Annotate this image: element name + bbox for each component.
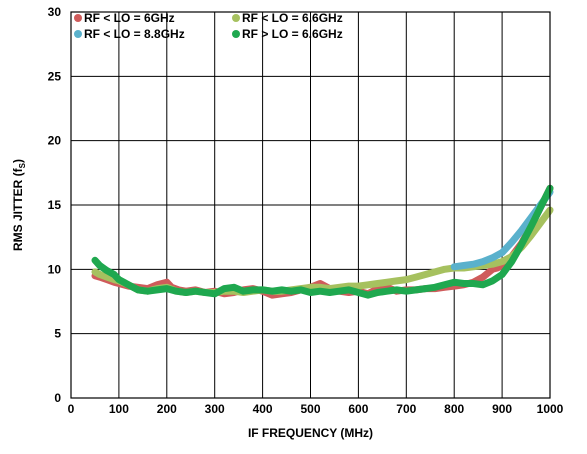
legend-item: RF < LO = 8.8GHz bbox=[74, 27, 185, 41]
legend-label: RF < LO = 6.6GHz bbox=[242, 11, 343, 25]
legend-item: RF > LO = 6.6GHz bbox=[232, 27, 343, 41]
legend-label: RF < LO = 8.8GHz bbox=[84, 27, 185, 41]
y-axis-label-sub: S bbox=[18, 162, 27, 168]
x-tick-label: 1000 bbox=[537, 402, 564, 416]
x-tick-label: 400 bbox=[253, 402, 273, 416]
series-line-4 bbox=[91, 184, 554, 299]
y-tick-label: 25 bbox=[48, 69, 62, 83]
x-tick-label: 800 bbox=[444, 402, 464, 416]
legend-item: RF < LO = 6GHz bbox=[74, 11, 175, 25]
x-tick-label: 900 bbox=[492, 402, 512, 416]
series-lines bbox=[91, 184, 554, 299]
y-tick-label: 20 bbox=[48, 134, 62, 148]
y-axis-label-main: RMS JITTER (f bbox=[11, 167, 25, 251]
x-tick-label: 100 bbox=[109, 402, 129, 416]
legend-marker bbox=[232, 14, 240, 22]
y-tick-label: 0 bbox=[54, 391, 61, 405]
x-tick-label: 200 bbox=[157, 402, 177, 416]
y-tick-label: 5 bbox=[54, 327, 61, 341]
x-tick-label: 700 bbox=[396, 402, 416, 416]
x-tick-label: 0 bbox=[68, 402, 75, 416]
legend-label: RF < LO = 6GHz bbox=[84, 11, 175, 25]
x-tick-label: 300 bbox=[205, 402, 225, 416]
x-axis-label: IF FREQUENCY (MHz) bbox=[248, 426, 373, 440]
grid bbox=[70, 11, 551, 399]
legend-label: RF > LO = 6.6GHz bbox=[242, 27, 343, 41]
legend-marker bbox=[74, 30, 82, 38]
y-axis-label: RMS JITTER (fS) bbox=[11, 159, 27, 251]
x-tick-label: 600 bbox=[348, 402, 368, 416]
y-tick-label: 15 bbox=[48, 198, 62, 212]
y-tick-label: 30 bbox=[48, 5, 62, 19]
legend-item: RF < LO = 6.6GHz bbox=[232, 11, 343, 25]
series-line-1 bbox=[91, 184, 554, 299]
tick-labels: 0 100 200 300 400 500 600 700 800 900 1000 0 5 10 15 20… bbox=[48, 5, 564, 416]
plot-frame bbox=[70, 11, 551, 399]
y-tick-label: 10 bbox=[48, 262, 62, 276]
legend: RF < LO = 6GHz RF < LO = 6.6GHz RF < LO = … bbox=[74, 11, 343, 41]
x-tick-label: 500 bbox=[300, 402, 320, 416]
legend-marker bbox=[232, 30, 240, 38]
y-axis-label-close: ) bbox=[11, 159, 25, 163]
legend-marker bbox=[74, 14, 82, 22]
